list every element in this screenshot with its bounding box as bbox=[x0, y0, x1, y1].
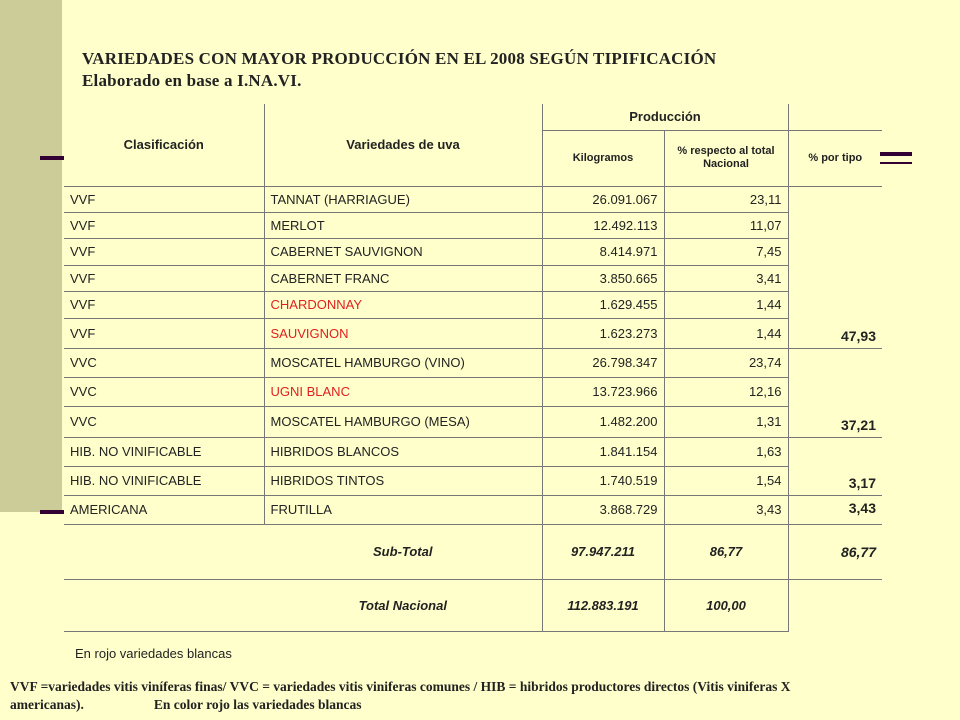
cell-kilogramos: 1.482.200 bbox=[542, 406, 665, 438]
title-line-1: VARIEDADES CON MAYOR PRODUCCIÓN EN EL 20… bbox=[82, 49, 717, 68]
cell-pct-nacional: 23,74 bbox=[664, 348, 789, 378]
cell-kilogramos: 3.868.729 bbox=[542, 495, 665, 525]
cell-pct-nacional: 1,31 bbox=[664, 406, 789, 438]
cell-pct-nacional: 3,43 bbox=[664, 495, 789, 525]
total-kilogramos: 112.883.191 bbox=[542, 579, 665, 632]
cell-kilogramos: 1.629.455 bbox=[542, 291, 665, 319]
header-pct-tipo: % por tipo bbox=[788, 130, 882, 187]
subtotal-pct-tipo: 86,77 bbox=[788, 524, 882, 580]
cell-pct-nacional: 7,45 bbox=[664, 238, 789, 266]
table-row: VVC UGNI BLANC 13.723.966 12,16 bbox=[64, 377, 882, 407]
subtotal-empty-cell bbox=[64, 524, 264, 580]
cell-variedad: MOSCATEL HAMBURGO (MESA) bbox=[264, 406, 543, 438]
cell-variedad: CABERNET SAUVIGNON bbox=[264, 238, 543, 266]
cell-variedad-white: SAUVIGNON bbox=[264, 318, 543, 349]
table-row: HIB. NO VINIFICABLE HIBRIDOS TINTOS 1.74… bbox=[64, 466, 882, 496]
cell-kilogramos: 1.841.154 bbox=[542, 437, 665, 467]
cell-kilogramos: 1.740.519 bbox=[542, 466, 665, 496]
cell-clasificacion: AMERICANA bbox=[64, 495, 265, 525]
header-variedades: Variedades de uva bbox=[264, 104, 543, 187]
table-row: VVC MOSCATEL HAMBURGO (MESA) 1.482.200 1… bbox=[64, 406, 882, 438]
cell-pct-nacional: 1,63 bbox=[664, 437, 789, 467]
cell-clasificacion: VVF bbox=[64, 318, 265, 349]
slide-title: VARIEDADES CON MAYOR PRODUCCIÓN EN EL 20… bbox=[82, 48, 716, 92]
title-line-2: Elaborado en base a I.NA.VI. bbox=[82, 71, 302, 90]
red-varieties-note: En rojo variedades blancas bbox=[75, 646, 232, 661]
left-decorative-band bbox=[0, 0, 62, 512]
cell-kilogramos: 8.414.971 bbox=[542, 238, 665, 266]
decorative-line-right bbox=[880, 152, 912, 156]
header-kilogramos: Kilogramos bbox=[542, 130, 665, 187]
footer-line-2: americanas). En color rojo las variedades… bbox=[10, 696, 950, 714]
cell-variedad: CABERNET FRANC bbox=[264, 265, 543, 292]
cell-clasificacion: VVC bbox=[64, 348, 265, 378]
cell-kilogramos: 3.850.665 bbox=[542, 265, 665, 292]
cell-variedad-white: CHARDONNAY bbox=[264, 291, 543, 319]
total-label: Total Nacional bbox=[264, 579, 543, 632]
total-empty-cell bbox=[64, 579, 264, 632]
subtotal-row: Sub-Total 97.947.211 86,77 86,77 bbox=[64, 524, 882, 580]
cell-pct-nacional: 23,11 bbox=[664, 186, 789, 213]
subtotal-kilogramos: 97.947.211 bbox=[542, 524, 665, 580]
cell-variedad: HIBRIDOS TINTOS bbox=[264, 466, 543, 496]
footer-line-2b: En color rojo las variedades blancas bbox=[153, 697, 362, 712]
cell-variedad: FRUTILLA bbox=[264, 495, 543, 525]
cell-variedad: MOSCATEL HAMBURGO (VINO) bbox=[264, 348, 543, 378]
cell-kilogramos: 1.623.273 bbox=[542, 318, 665, 349]
table-row: VVF TANNAT (HARRIAGUE) 26.091.067 23,11 … bbox=[64, 186, 882, 349]
cell-pct-nacional: 1,54 bbox=[664, 466, 789, 496]
footer-line-2a: americanas). bbox=[10, 697, 84, 712]
table-row: VVF CABERNET FRANC 3.850.665 3,41 bbox=[64, 265, 882, 292]
cell-clasificacion: VVF bbox=[64, 265, 265, 292]
table-row: AMERICANA FRUTILLA 3.868.729 3,43 3,43 bbox=[64, 495, 882, 525]
table-row: VVF CHARDONNAY 1.629.455 1,44 bbox=[64, 291, 882, 319]
cell-variedad: TANNAT (HARRIAGUE) bbox=[264, 186, 543, 213]
cell-kilogramos: 13.723.966 bbox=[542, 377, 665, 407]
header-clasificacion: Clasificación bbox=[64, 104, 265, 187]
group-total-vvf: 47,93 bbox=[788, 186, 882, 349]
header-empty-cell bbox=[788, 104, 882, 131]
cell-variedad: HIBRIDOS BLANCOS bbox=[264, 437, 543, 467]
cell-clasificacion: VVF bbox=[64, 212, 265, 239]
header-produccion: Producción bbox=[542, 104, 789, 131]
table-row: VVF SAUVIGNON 1.623.273 1,44 bbox=[64, 318, 882, 349]
decorative-line-bottom bbox=[40, 510, 64, 514]
group-total-hib: 3,17 bbox=[788, 437, 882, 496]
cell-pct-nacional: 1,44 bbox=[664, 291, 789, 319]
footer-legend: VVF =variedades vitis viníferas finas/ V… bbox=[10, 678, 950, 714]
table-row: VVF CABERNET SAUVIGNON 8.414.971 7,45 bbox=[64, 238, 882, 266]
cell-clasificacion: VVF bbox=[64, 291, 265, 319]
cell-clasificacion: VVC bbox=[64, 406, 265, 438]
total-empty-cell-right bbox=[788, 579, 882, 631]
cell-clasificacion: HIB. NO VINIFICABLE bbox=[64, 437, 265, 467]
decorative-line-left bbox=[40, 156, 64, 160]
cell-pct-nacional: 1,44 bbox=[664, 318, 789, 349]
cell-pct-nacional: 12,16 bbox=[664, 377, 789, 407]
total-pct-nacional: 100,00 bbox=[664, 579, 789, 632]
table-row: VVC MOSCATEL HAMBURGO (VINO) 26.798.347 … bbox=[64, 348, 882, 438]
cell-clasificacion: HIB. NO VINIFICABLE bbox=[64, 466, 265, 496]
cell-kilogramos: 26.091.067 bbox=[542, 186, 665, 213]
cell-clasificacion: VVF bbox=[64, 238, 265, 266]
cell-clasificacion: VVF bbox=[64, 186, 265, 213]
group-total-americana: 3,43 bbox=[788, 495, 882, 525]
table-row: HIB. NO VINIFICABLE HIBRIDOS BLANCOS 1.8… bbox=[64, 437, 882, 496]
cell-clasificacion: VVC bbox=[64, 377, 265, 407]
total-row: Total Nacional 112.883.191 100,00 bbox=[64, 579, 882, 632]
footer-line-1: VVF =variedades vitis viníferas finas/ V… bbox=[10, 679, 791, 694]
cell-variedad-white: UGNI BLANC bbox=[264, 377, 543, 407]
table-row: VVF MERLOT 12.492.113 11,07 bbox=[64, 212, 882, 239]
cell-kilogramos: 26.798.347 bbox=[542, 348, 665, 378]
cell-variedad: MERLOT bbox=[264, 212, 543, 239]
header-pct-nacional: % respecto al total Nacional bbox=[664, 130, 789, 187]
production-table: Clasificación Variedades de uva Producci… bbox=[64, 104, 882, 632]
cell-pct-nacional: 3,41 bbox=[664, 265, 789, 292]
cell-kilogramos: 12.492.113 bbox=[542, 212, 665, 239]
cell-pct-nacional: 11,07 bbox=[664, 212, 789, 239]
group-total-vvc: 37,21 bbox=[788, 348, 882, 438]
subtotal-pct-nacional: 86,77 bbox=[664, 524, 789, 580]
decorative-line-right-thin bbox=[880, 162, 912, 164]
subtotal-label: Sub-Total bbox=[264, 524, 543, 580]
